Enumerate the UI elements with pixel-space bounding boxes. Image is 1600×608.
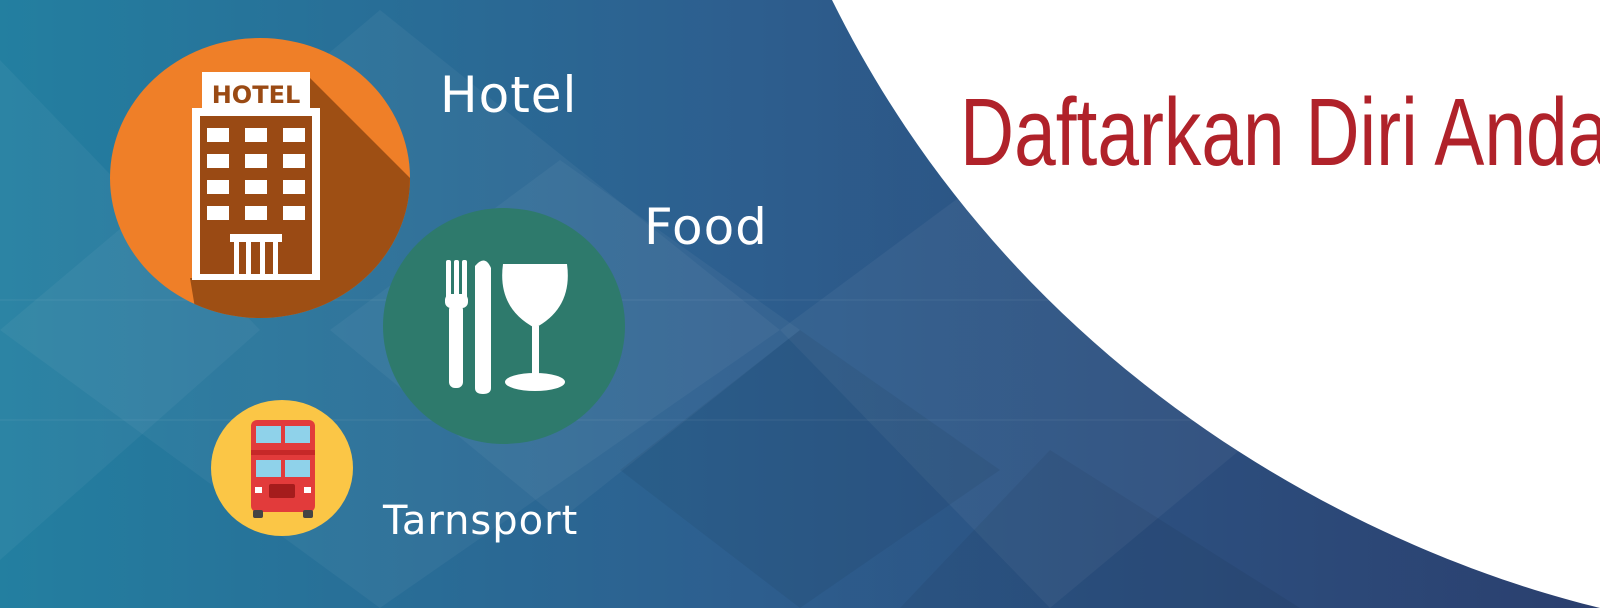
- hotel-icon: HOTEL: [110, 38, 410, 332]
- hotel-sign-text: HOTEL: [212, 81, 301, 109]
- service-label-hotel: Hotel: [440, 66, 578, 124]
- service-label-transport: Tarnsport: [383, 498, 579, 544]
- service-label-food: Food: [644, 198, 768, 256]
- fork-knife-glass-icon: [383, 208, 625, 444]
- hotel-building-icon: HOTEL: [110, 38, 410, 318]
- double-decker-bus-icon: [211, 400, 353, 536]
- transport-icon: [211, 400, 353, 540]
- headline-panel: [832, 0, 1600, 608]
- headline: Daftarkan Diri Anda !: [960, 79, 1600, 186]
- food-icon: [383, 208, 625, 448]
